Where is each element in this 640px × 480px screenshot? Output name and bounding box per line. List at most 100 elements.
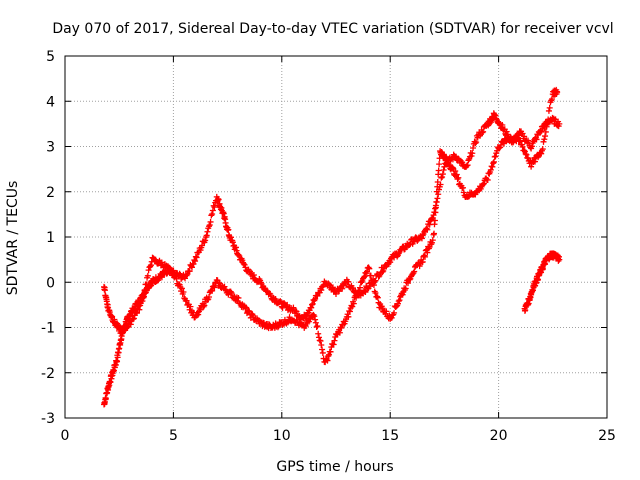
data-point xyxy=(318,287,325,294)
data-point xyxy=(221,283,228,290)
data-point xyxy=(312,295,319,302)
data-point xyxy=(207,218,214,225)
data-point xyxy=(470,145,477,152)
data-point xyxy=(211,204,218,211)
data-point xyxy=(338,324,345,331)
data-point xyxy=(204,228,211,235)
data-point xyxy=(531,158,538,165)
y-tick-label: -2 xyxy=(41,366,55,382)
data-point xyxy=(173,275,180,282)
y-tick-label: 5 xyxy=(46,49,55,65)
data-point xyxy=(235,251,242,258)
data-point xyxy=(308,301,315,308)
data-point xyxy=(464,162,471,169)
data-point xyxy=(331,337,338,344)
data-point xyxy=(434,195,441,202)
data-point xyxy=(211,284,218,291)
data-point xyxy=(490,160,497,167)
data-point xyxy=(225,226,232,233)
data-point xyxy=(203,232,210,239)
data-point xyxy=(545,116,552,123)
y-tick-label: -3 xyxy=(41,411,55,427)
x-tick-label: 25 xyxy=(598,428,616,444)
data-point xyxy=(350,300,357,307)
chart-title: Day 070 of 2017, Sidereal Day-to-day VTE… xyxy=(52,21,613,37)
data-point xyxy=(433,198,440,205)
data-point xyxy=(345,313,352,320)
data-point xyxy=(419,232,426,239)
data-point xyxy=(188,264,195,271)
data-point xyxy=(492,153,499,160)
data-point xyxy=(469,150,476,157)
data-point xyxy=(136,306,143,313)
y-tick-label: 4 xyxy=(46,94,55,110)
data-point xyxy=(418,235,425,242)
data-point xyxy=(387,259,394,266)
data-point xyxy=(277,298,284,305)
data-point xyxy=(186,268,193,275)
data-point xyxy=(541,136,548,143)
data-point xyxy=(346,308,353,315)
data-point xyxy=(366,265,373,272)
data-point xyxy=(176,270,183,277)
data-point xyxy=(250,312,257,319)
data-point xyxy=(519,143,526,150)
data-point xyxy=(383,308,390,315)
data-point xyxy=(308,304,315,311)
data-point xyxy=(325,353,332,360)
data-point xyxy=(192,258,199,265)
data-point xyxy=(279,304,286,311)
data-point xyxy=(227,288,234,295)
data-point xyxy=(546,104,553,111)
data-point xyxy=(240,261,247,268)
data-point xyxy=(274,324,281,331)
data-point xyxy=(311,313,318,320)
data-point xyxy=(345,278,352,285)
data-point xyxy=(543,123,550,130)
data-point xyxy=(422,253,429,260)
data-point xyxy=(399,291,406,298)
data-point xyxy=(139,297,146,304)
data-point xyxy=(187,303,194,310)
data-point xyxy=(545,107,552,114)
x-tick-label: 10 xyxy=(273,428,291,444)
data-point xyxy=(360,274,367,281)
data-point xyxy=(314,292,321,299)
data-point xyxy=(487,166,494,173)
data-point xyxy=(250,271,257,278)
data-point xyxy=(312,316,319,323)
data-point xyxy=(468,152,475,159)
data-point xyxy=(521,133,528,140)
y-tick-label: -1 xyxy=(41,321,55,337)
data-point xyxy=(180,288,187,295)
data-point xyxy=(424,226,431,233)
x-tick-label: 5 xyxy=(169,428,178,444)
data-point xyxy=(243,304,250,311)
y-axis-label: SDTVAR / TECUs xyxy=(5,181,21,296)
data-point xyxy=(521,147,528,154)
data-point xyxy=(319,349,326,356)
data-point xyxy=(206,293,213,300)
data-point xyxy=(416,263,423,270)
data-point xyxy=(327,348,334,355)
data-point xyxy=(391,309,398,316)
data-point xyxy=(434,179,441,186)
data-point xyxy=(503,128,510,135)
data-point xyxy=(556,256,563,263)
data-point xyxy=(167,265,174,272)
data-point xyxy=(542,128,549,135)
data-point xyxy=(436,161,443,168)
data-point xyxy=(130,316,137,323)
data-point xyxy=(286,314,293,321)
data-point xyxy=(319,346,326,353)
y-tick-label: 2 xyxy=(46,185,55,201)
data-point xyxy=(201,302,208,309)
data-point xyxy=(355,288,362,295)
data-point xyxy=(339,285,346,292)
data-point xyxy=(130,315,137,322)
data-point xyxy=(424,249,431,256)
data-point xyxy=(199,242,206,249)
data-point xyxy=(480,181,487,188)
data-point xyxy=(144,272,151,279)
